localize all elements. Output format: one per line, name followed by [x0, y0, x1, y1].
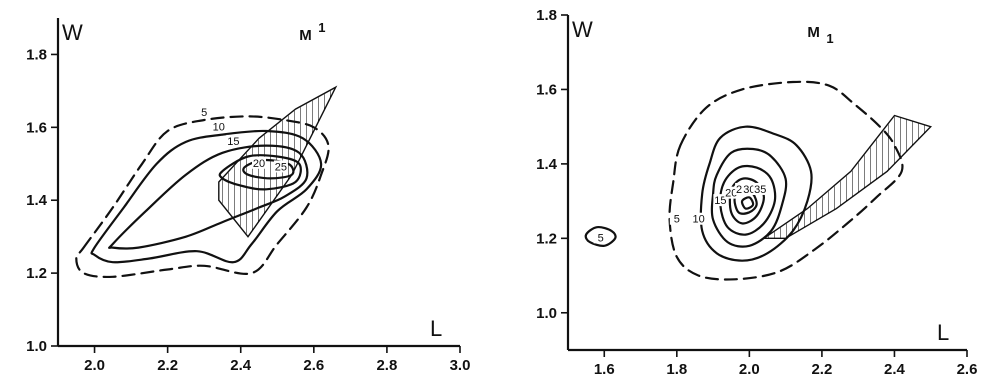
contour-5-0 [668, 80, 904, 281]
y-tick-label: 1.8 [26, 46, 47, 63]
contour-label-bg [252, 156, 266, 169]
contour-35-6 [740, 196, 755, 210]
chart-title-marker: 1 [318, 20, 325, 35]
contour-label-bg [197, 105, 212, 118]
x-tick-label: 2.4 [884, 361, 906, 378]
y-tick-label: 1.2 [26, 265, 47, 282]
contour-label: 10 [692, 214, 704, 226]
x-tick-label: 2.2 [157, 357, 178, 374]
contour-label: 5 [674, 214, 680, 226]
contour-10-1 [90, 129, 323, 264]
contour-label: 30 [743, 184, 755, 196]
contour-label-bg [724, 186, 739, 199]
contour-label: 25 [275, 161, 287, 173]
contour-label: 5 [201, 107, 207, 119]
contour-label-bg [742, 182, 757, 195]
contour-label-bg [669, 212, 684, 225]
y-axis-label: W [62, 20, 83, 45]
contour-10-1 [699, 125, 813, 262]
contour-label: 5 [598, 232, 604, 244]
contour-label-bg [691, 212, 706, 225]
contour-20-3 [719, 164, 777, 236]
x-axis-label: L [430, 316, 442, 341]
x-tick-label: 2.8 [376, 357, 397, 374]
contour-label-bg [753, 182, 768, 195]
contour-15-2 [710, 147, 788, 248]
contour-15-2 [108, 144, 309, 250]
x-axis-label: L [937, 320, 949, 345]
contour-label: 35 [754, 184, 766, 196]
x-tick-label: 2.0 [739, 361, 760, 378]
contour-5-0 [75, 115, 330, 279]
x-tick-label: 2.6 [957, 361, 978, 378]
x-tick-label: 1.8 [666, 361, 687, 378]
contour-label-bg [593, 231, 608, 244]
hatched-region [761, 114, 933, 240]
y-tick-label: 1.6 [26, 119, 47, 136]
contour-label: 15 [227, 136, 239, 148]
chart-title-marker: 1 [826, 31, 833, 46]
y-tick-label: 1.0 [26, 338, 47, 355]
x-tick-label: 2.4 [230, 357, 252, 374]
contour-5-7 [584, 225, 617, 247]
x-tick-label: 2.0 [84, 357, 105, 374]
chart-title: M [807, 24, 820, 41]
contour-label: 10 [213, 121, 225, 133]
contour-label-bg [273, 160, 288, 173]
y-tick-label: 1.2 [536, 230, 557, 247]
contour-25-4 [728, 177, 765, 225]
contour-label-bg [226, 134, 241, 147]
contour-label: 20 [253, 158, 265, 170]
contour-label: 15 [714, 195, 726, 207]
chart-title: M [299, 27, 312, 44]
y-tick-label: 1.6 [536, 81, 557, 98]
y-tick-label: 1.0 [536, 305, 557, 322]
contour-label-bg [713, 194, 728, 207]
y-axis-label: W [572, 17, 593, 42]
x-tick-label: 2.2 [811, 361, 832, 378]
y-tick-label: 1.8 [536, 7, 557, 24]
x-tick-label: 2.6 [303, 357, 324, 374]
contour-20-3 [218, 154, 302, 191]
contour-label-bg [211, 120, 226, 133]
y-tick-label: 1.4 [536, 156, 558, 173]
y-tick-label: 1.4 [26, 192, 48, 209]
x-tick-label: 3.0 [450, 357, 471, 374]
x-tick-label: 1.6 [594, 361, 615, 378]
contour-label: 20 [725, 188, 737, 200]
